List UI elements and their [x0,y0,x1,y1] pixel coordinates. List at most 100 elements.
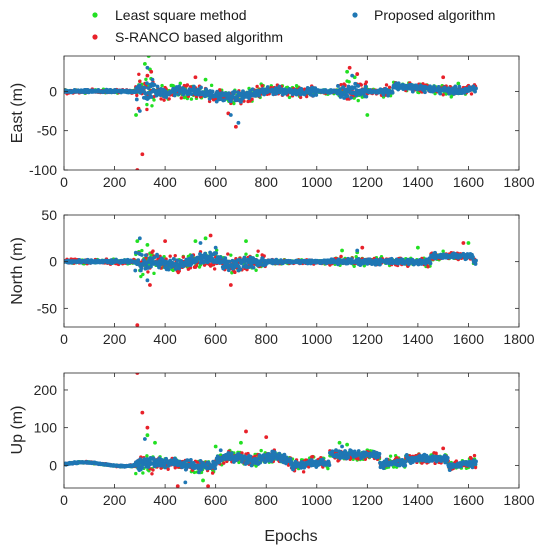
east-point [226,91,231,96]
east-point [441,93,445,97]
north-point [255,253,259,258]
up-point [288,457,293,461]
east-outlier-point [149,69,154,74]
panel-north-ylabel: North (m) [9,237,26,305]
up-point [166,467,170,471]
up-point [356,457,360,461]
north-point [194,264,199,268]
north-point [166,267,171,272]
y-tick-label: -50 [37,123,57,139]
y-tick-label: 0 [49,83,57,99]
north-outlier-point [466,241,471,245]
north-point [198,261,203,265]
east-outlier-point [347,65,352,70]
panel-north: 0 200 400 600 800 1000 1200 1400 1600 1800-50050 … [9,207,535,347]
up-point [210,471,215,475]
up-point [301,470,306,474]
north-point [474,258,478,263]
east-point [134,97,139,102]
east-outlier-point [456,81,461,86]
east-point [250,87,255,92]
up-point [472,453,477,458]
north-point [133,250,138,255]
up-point [142,457,147,461]
east-point [432,84,436,89]
north-point [223,256,228,260]
up-point [145,454,149,458]
up-point [391,465,396,469]
north-outlier-point [203,236,208,241]
up-point [403,459,408,464]
up-point [226,452,231,457]
north-outlier-point [244,239,248,244]
y-tick-label: -100 [29,162,57,178]
north-point [428,261,433,266]
north-point [168,254,172,258]
north-outlier-point [135,239,140,244]
north-point [173,267,178,271]
up-point [235,458,239,462]
east-point [232,101,236,106]
panel-east-ticks: 0 200 400 600 800 1000 1200 1400 1600 1800-100-50… [29,56,535,190]
east-point [339,83,343,87]
panel-up: 0 200 400 600 800 1000 1200 1400 1600 18000100200… [9,372,535,545]
up-point [151,468,155,472]
legend: Least square method S-RANCO based algori… [92,7,495,45]
east-point [149,95,154,99]
x-tick-label: 1400 [402,174,433,190]
up-outlier-point [140,410,145,415]
east-point [473,89,477,94]
north-point [433,250,437,255]
east-point [209,83,214,88]
east-point [356,98,360,103]
up-point [134,471,138,476]
up-outlier-point [239,440,243,445]
east-point [232,89,237,94]
east-point [145,102,149,107]
east-series-proposed [64,65,478,125]
north-point [471,255,475,259]
east-outlier-point [233,124,238,129]
x-tick-label: 1800 [503,331,534,347]
east-point [311,93,316,98]
up-point [150,472,154,476]
up-outlier-point [175,484,180,488]
east-point [142,85,147,90]
up-point [248,454,253,459]
north-point [190,254,194,258]
up-point [334,448,338,453]
east-point [189,97,194,101]
east-point [469,92,474,96]
north-outlier-point [213,245,218,250]
north-point [233,270,237,275]
east-point [255,84,259,89]
north-point [141,272,145,277]
x-tick-label: 1800 [503,174,534,190]
up-point [282,452,287,457]
up-point [277,451,282,456]
up-outlier-point [264,435,269,439]
y-tick-label: 50 [41,207,57,223]
east-point [423,90,427,95]
east-outlier-point [140,152,145,157]
north-outlier-point [193,239,198,244]
x-tick-label: 400 [153,331,177,347]
y-tick-label: 0 [49,254,57,270]
up-outlier-point [201,478,205,483]
up-point [229,451,234,456]
north-point [426,265,430,269]
legend-label-least-square: Least square method [115,7,247,23]
east-point [222,98,227,103]
north-point [238,267,243,272]
east-point [381,92,386,97]
north-point [171,257,176,261]
y-tick-label: -50 [37,300,57,316]
x-tick-label: 200 [103,331,127,347]
east-point [160,83,164,88]
x-tick-label: 800 [255,174,279,190]
east-point [260,87,265,91]
north-point [247,265,251,270]
up-point [213,466,218,471]
north-outlier-point [340,248,344,253]
